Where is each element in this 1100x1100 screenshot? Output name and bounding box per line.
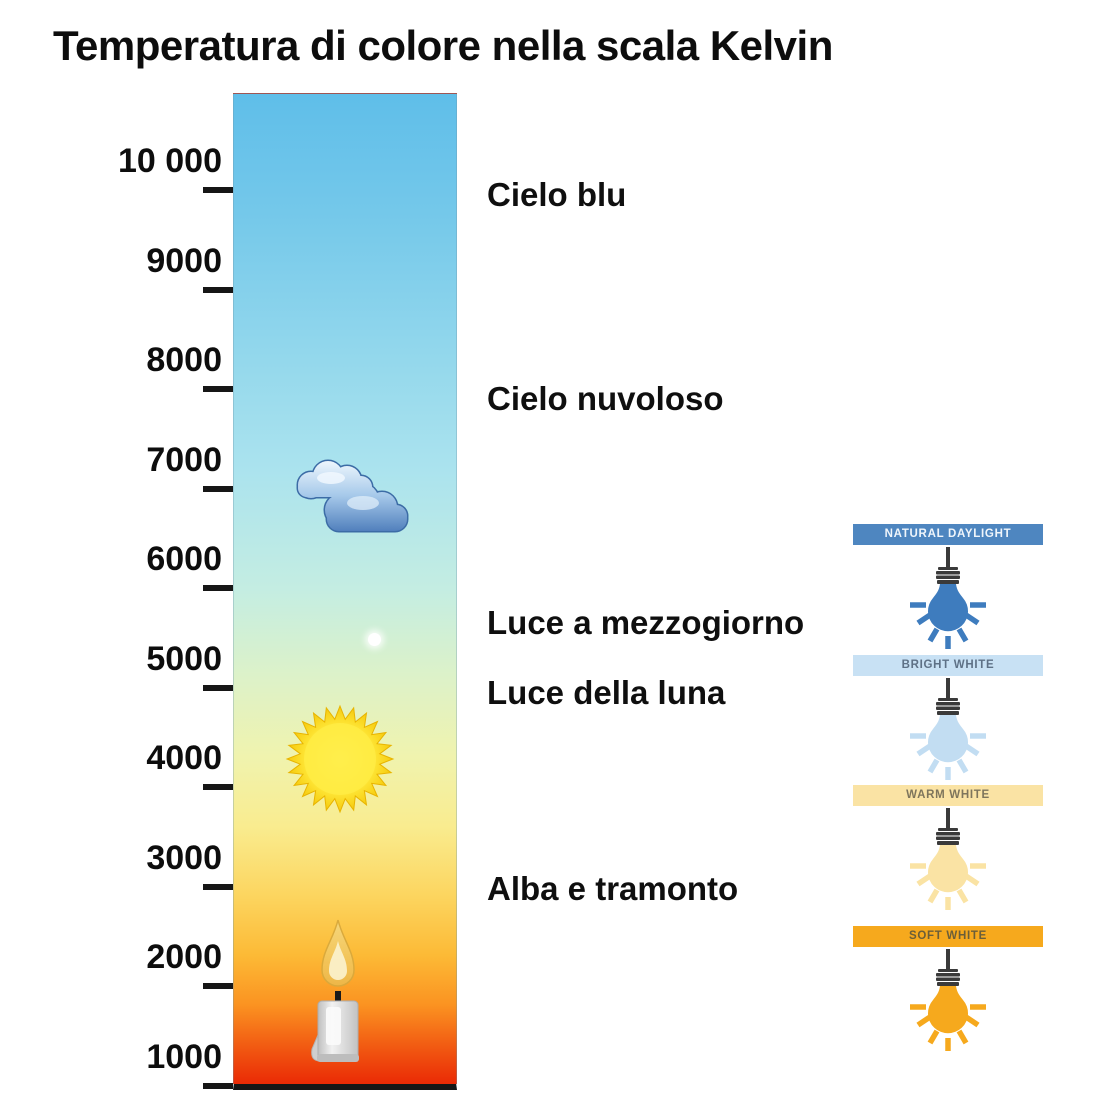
scale-tick-label: 10 000 [118, 142, 222, 180]
sun-icon [285, 704, 395, 819]
scale-annotation-label: Cielo nuvoloso [487, 380, 724, 418]
scale-tick [203, 187, 233, 193]
scale-tick-label: 1000 [146, 1038, 222, 1076]
scale-tick-label: 3000 [146, 838, 222, 877]
scale-tick-label: 8000 [146, 341, 222, 380]
scale-annotation-label: Cielo blu [487, 175, 627, 213]
scale-annotation-label: Luce della luna [487, 673, 726, 711]
kelvin-gradient-bar [233, 93, 457, 1090]
scale-tick [203, 684, 233, 691]
scale-tick [203, 386, 233, 393]
scale-annotation-label: Alba e tramonto [487, 869, 739, 907]
bulb-block-soft-white: SOFT WHITE [853, 926, 1043, 1053]
bulb-block-bright-white: BRIGHT WHITE [853, 655, 1043, 782]
bulb-banner: BRIGHT WHITE [853, 655, 1043, 676]
scale-tick [203, 1083, 233, 1089]
bulb-icon [910, 808, 986, 910]
scale-tick [203, 883, 233, 890]
bulb-icon [910, 547, 986, 649]
scale-tick-label: 5000 [146, 639, 222, 678]
bulb-block-natural-daylight: NATURAL DAYLIGHT [853, 524, 1043, 651]
scale-tick [203, 784, 233, 791]
cloud-icon [281, 455, 415, 548]
bulb-banner: SOFT WHITE [853, 926, 1043, 947]
scale-tick-label: 2000 [146, 938, 222, 977]
scale-tick-label: 9000 [146, 241, 222, 280]
scale-tick [203, 286, 233, 293]
scale-tick [203, 585, 233, 592]
scale-tick [203, 983, 233, 990]
scale-tick-label: 6000 [146, 540, 222, 579]
scale-annotation-label: Luce a mezzogiorno [487, 604, 805, 642]
page-title: Temperatura di colore nella scala Kelvin [53, 22, 833, 69]
bulb-banner: NATURAL DAYLIGHT [853, 524, 1043, 545]
moon-icon [368, 633, 381, 647]
bulb-icon [910, 949, 986, 1051]
bulb-icon [910, 678, 986, 780]
scale-tick-label: 4000 [146, 739, 222, 778]
bulb-banner: WARM WHITE [853, 785, 1043, 806]
candle-icon [306, 915, 370, 1070]
bulb-block-warm-white: WARM WHITE [853, 785, 1043, 912]
scale-tick-label: 7000 [146, 440, 222, 479]
scale-tick [203, 485, 233, 492]
